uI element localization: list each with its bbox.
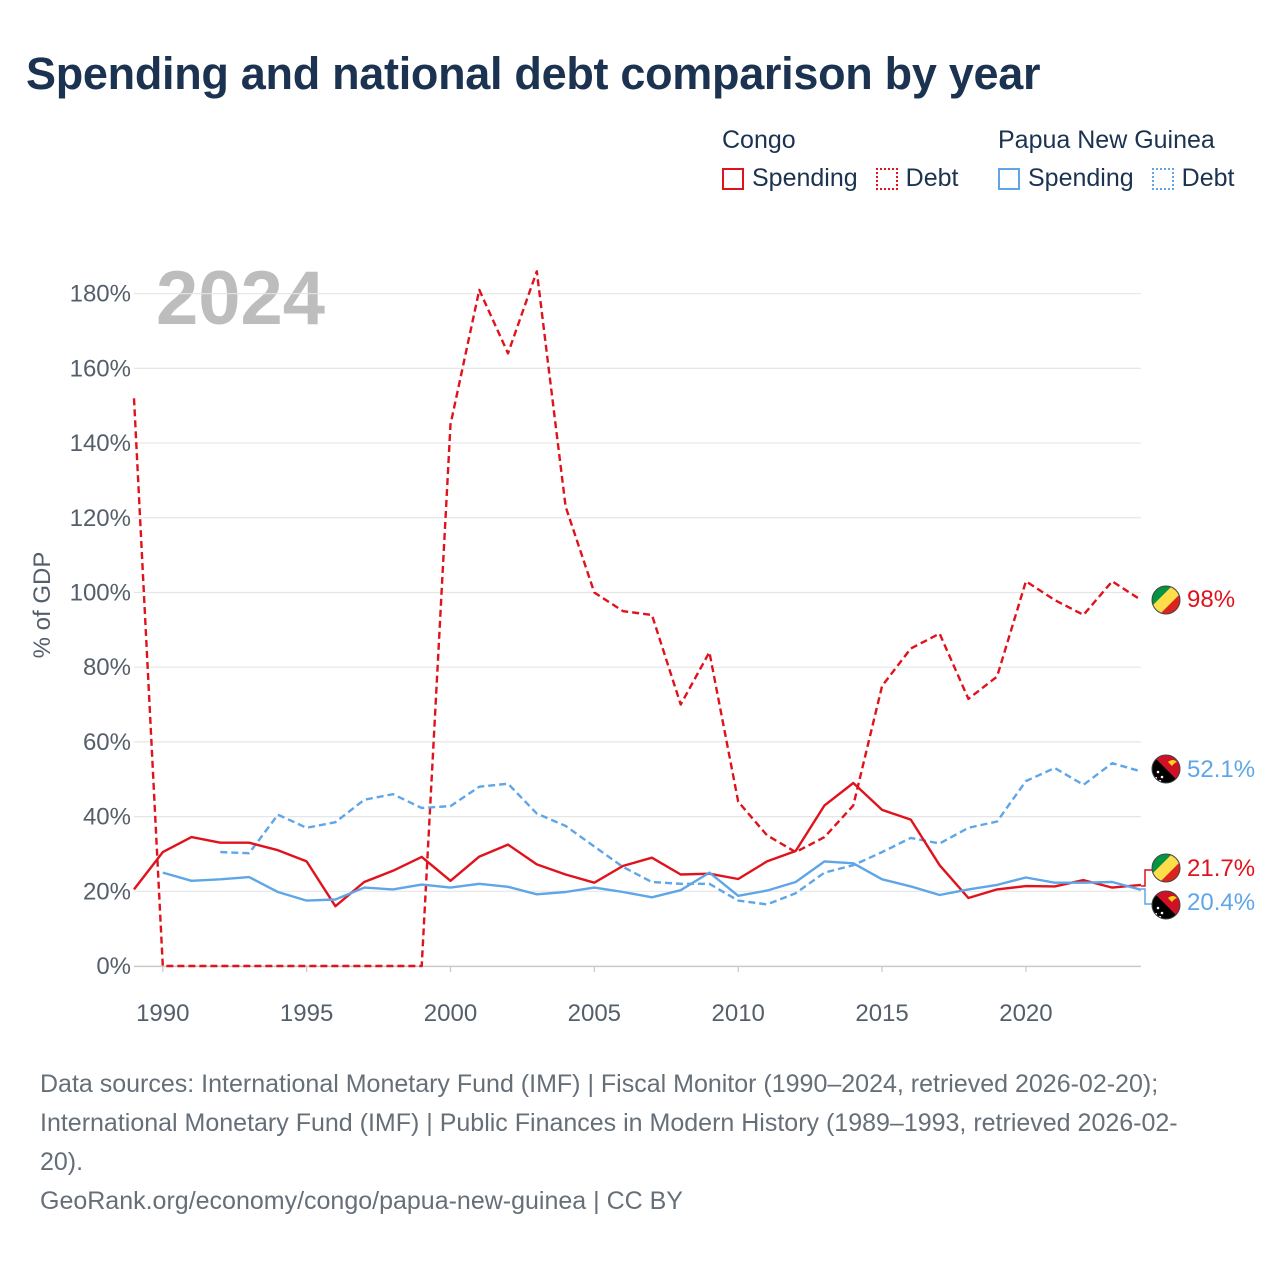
legend-swatch-solid bbox=[722, 167, 744, 190]
legend-label: Spending bbox=[752, 164, 858, 192]
x-tick-label: 2015 bbox=[855, 1000, 908, 1027]
credit-line[interactable]: GeoRank.org/economy/congo/papua-new-guin… bbox=[40, 1187, 683, 1215]
y-tick-label: 180% bbox=[70, 281, 131, 308]
end-connector-png-spending bbox=[1141, 888, 1153, 905]
footer: Data sources: International Monetary Fun… bbox=[40, 1065, 1240, 1221]
grid-lines bbox=[134, 293, 1141, 967]
x-tick-label: 2010 bbox=[712, 1000, 765, 1027]
papua-new-guinea-flag-icon bbox=[1151, 890, 1181, 920]
y-tick-label: 0% bbox=[96, 953, 131, 980]
end-label-congo-spending: 21.7% bbox=[1187, 855, 1255, 882]
series-lines bbox=[132, 270, 1142, 968]
end-label-png-debt: 52.1% bbox=[1187, 756, 1255, 783]
legend-swatch-dotted bbox=[875, 167, 898, 190]
x-tick-label: 2000 bbox=[424, 1000, 477, 1027]
series-line-png-debt[interactable] bbox=[220, 762, 1142, 906]
x-tick-label: 1995 bbox=[280, 1000, 333, 1027]
legend-group-name: Papua New Guinea bbox=[998, 126, 1215, 154]
end-label-congo-debt: 98% bbox=[1187, 586, 1235, 613]
y-axis-title: % of GDP bbox=[29, 552, 56, 659]
legend-swatch-dotted bbox=[1151, 167, 1174, 190]
legend-item-png-spending[interactable]: Spending bbox=[998, 164, 1134, 193]
chart-title: Spending and national debt comparison by… bbox=[26, 48, 1041, 99]
legend-label: Debt bbox=[905, 164, 959, 192]
line-chart: 2024 0%20%40%60%80%100%120%140%160%180% … bbox=[29, 256, 1255, 1027]
legend-group-name: Congo bbox=[722, 126, 796, 154]
x-tick-label: 2020 bbox=[999, 1000, 1052, 1027]
series-line-congo-debt[interactable] bbox=[132, 270, 1142, 968]
end-connector-congo-spending bbox=[1141, 869, 1153, 887]
series-line-png-spending[interactable] bbox=[162, 860, 1142, 902]
legend-item-congo-debt[interactable]: Debt bbox=[875, 164, 959, 193]
legend-label: Debt bbox=[1181, 164, 1235, 192]
legend-item-png-debt[interactable]: Debt bbox=[1151, 164, 1235, 193]
data-sources-line: International Monetary Fund (IMF) | Publ… bbox=[40, 1109, 1178, 1137]
series-line-congo-spending[interactable] bbox=[133, 781, 1142, 908]
x-tick-label: 1990 bbox=[136, 1000, 189, 1027]
legend-label: Spending bbox=[1028, 164, 1134, 192]
congo-flag-icon bbox=[1151, 585, 1181, 615]
y-tick-label: 80% bbox=[83, 654, 131, 681]
current-year-label: 2024 bbox=[156, 256, 325, 341]
y-tick-label: 160% bbox=[70, 355, 131, 382]
data-sources-line: Data sources: International Monetary Fun… bbox=[40, 1070, 1159, 1098]
y-tick-label: 120% bbox=[70, 505, 131, 532]
y-axis: 0% 20% 40% 60% 80% 100% 120% 140% 160% 180% bbox=[70, 281, 131, 980]
x-tick-label: 2005 bbox=[568, 1000, 621, 1027]
y-tick-label: 20% bbox=[83, 878, 131, 905]
papua-new-guinea-flag-icon bbox=[1151, 754, 1181, 784]
data-sources-line: 20). bbox=[40, 1148, 84, 1176]
end-label-png-spending: 20.4% bbox=[1187, 889, 1255, 916]
congo-flag-icon bbox=[1151, 853, 1181, 883]
legend-item-congo-spending[interactable]: Spending bbox=[722, 164, 858, 193]
legend-swatch-solid bbox=[998, 167, 1020, 190]
legend-group-png: Papua New Guinea Spending Debt bbox=[998, 122, 1234, 193]
y-tick-label: 60% bbox=[83, 729, 131, 756]
legend-group-congo: Congo Spending Debt bbox=[722, 122, 958, 193]
y-tick-label: 140% bbox=[70, 430, 131, 457]
y-tick-label: 100% bbox=[70, 579, 131, 606]
x-axis: 1990 1995 2000 2005 2010 2015 2020 bbox=[134, 965, 1141, 1027]
y-tick-label: 40% bbox=[83, 804, 131, 831]
